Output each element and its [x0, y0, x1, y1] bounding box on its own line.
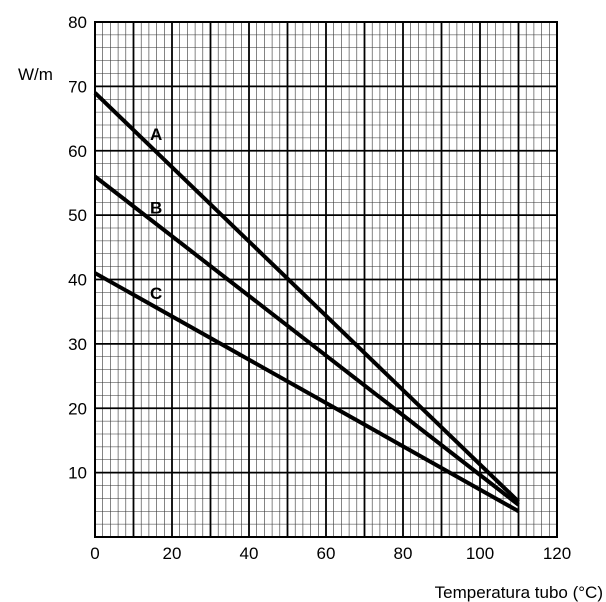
series-label-a: A: [150, 125, 162, 144]
x-tick-label: 0: [90, 544, 99, 563]
grid-major: [94, 21, 558, 538]
series-line-b: [93, 174, 520, 507]
series-label-c: C: [150, 284, 162, 303]
x-tick-label: 80: [394, 544, 413, 563]
y-tick-label: 50: [68, 206, 87, 225]
x-tick-label: 20: [163, 544, 182, 563]
y-tick-label: 60: [68, 142, 87, 161]
series-line-c: [94, 271, 520, 513]
y-tick-label: 70: [68, 77, 87, 96]
labels: 0 20 40 60 80 100 120 10 20 30 40 50 60 70 80 A B C: [68, 13, 571, 563]
x-tick-label: 40: [240, 544, 259, 563]
y-tick-label: 30: [68, 335, 87, 354]
y-tick-label: 80: [68, 13, 87, 32]
y-axis-label: W/m: [18, 65, 53, 84]
plot-frame: [94, 21, 558, 538]
series-line-a: [93, 91, 520, 504]
y-tick-label: 20: [68, 399, 87, 418]
x-tick-label: 100: [466, 544, 494, 563]
x-tick-label: 60: [317, 544, 336, 563]
x-axis-label: Temperatura tubo (°C): [435, 583, 603, 602]
x-tick-label: 120: [543, 544, 571, 563]
series-lines: [93, 91, 520, 513]
y-tick-label: 40: [68, 271, 87, 290]
series-label-b: B: [150, 199, 162, 218]
y-tick-label: 10: [68, 464, 87, 483]
